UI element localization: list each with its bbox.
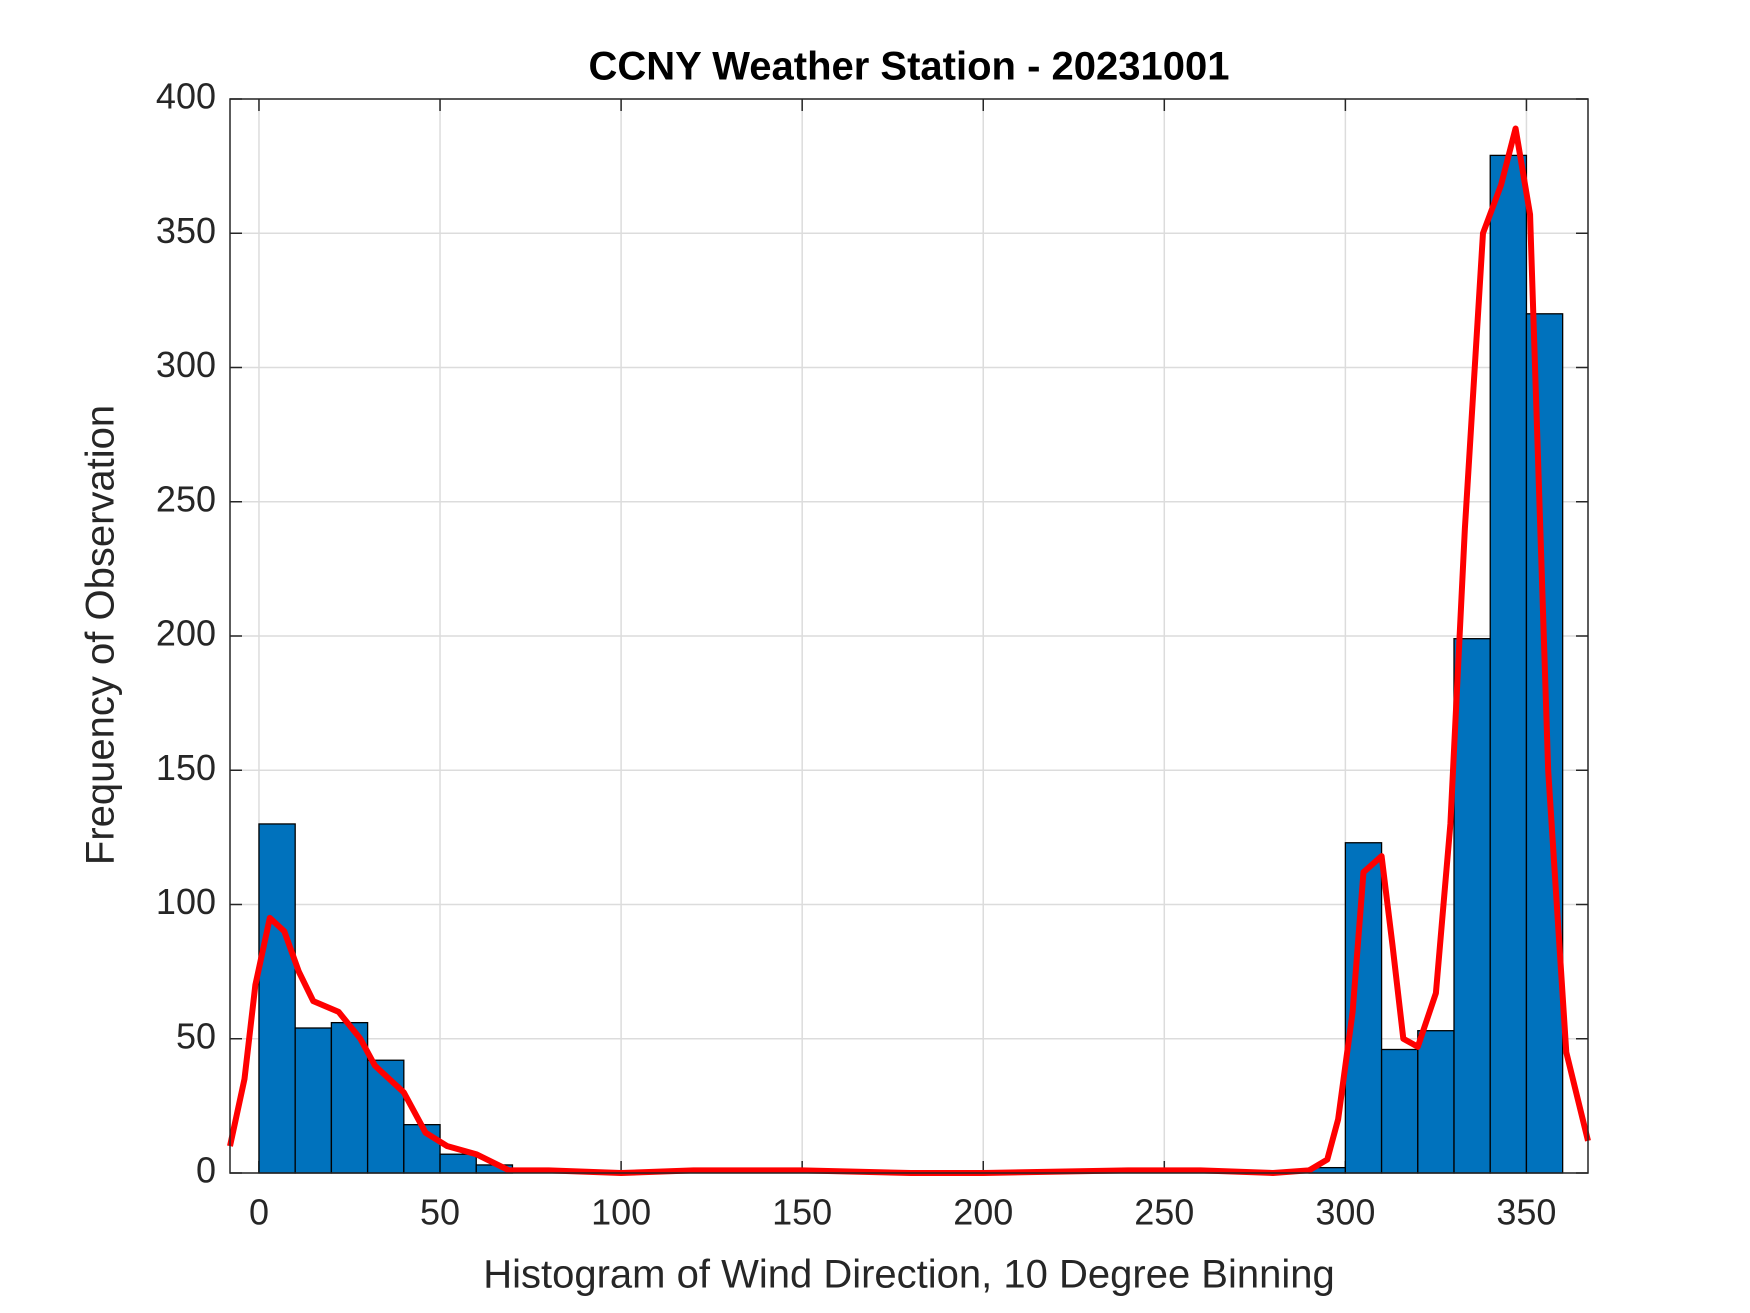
x-tick-label: 0: [249, 1192, 269, 1233]
y-tick-label: 300: [156, 344, 216, 385]
x-axis-label: Histogram of Wind Direction, 10 Degree B…: [483, 1253, 1335, 1297]
x-tick-label: 200: [953, 1192, 1013, 1233]
y-tick-label: 0: [196, 1150, 216, 1191]
density-curve: [227, 125, 1591, 1176]
x-tick-label: 100: [591, 1192, 651, 1233]
y-tick-label: 150: [156, 747, 216, 788]
x-tick-label: 350: [1496, 1192, 1556, 1233]
chart-title: CCNY Weather Station - 20231001: [589, 45, 1230, 89]
y-tick-label: 250: [156, 478, 216, 519]
bar: [1489, 154, 1528, 1174]
bar: [1453, 638, 1491, 1174]
bar: [403, 1124, 441, 1174]
y-tick-label: 200: [156, 613, 216, 654]
bar: [1417, 1030, 1455, 1174]
y-axis-label: Frequency of Observation: [79, 405, 123, 865]
bar: [294, 1027, 333, 1174]
x-tick-label: 300: [1315, 1192, 1375, 1233]
bar: [258, 823, 296, 1174]
x-tick-label: 250: [1134, 1192, 1194, 1233]
x-tick-label: 50: [420, 1192, 460, 1233]
y-tick-label: 50: [176, 1015, 216, 1056]
bar: [439, 1153, 477, 1174]
x-tick-label: 150: [772, 1192, 832, 1233]
y-tick-label: 400: [156, 76, 216, 117]
y-tick-label: 100: [156, 881, 216, 922]
plot-frame: [229, 98, 1589, 1174]
y-tick-label: 350: [156, 210, 216, 251]
bar: [1380, 1048, 1419, 1174]
